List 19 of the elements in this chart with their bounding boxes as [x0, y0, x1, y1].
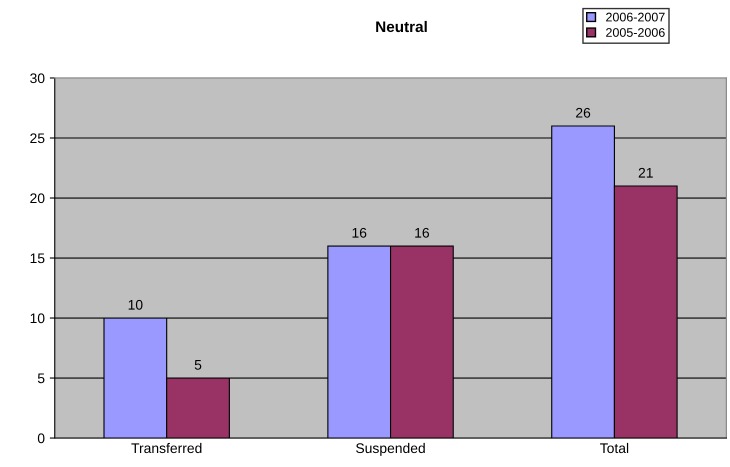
x-tick-label: Transferred	[131, 442, 202, 454]
y-tick-label: 5	[38, 374, 44, 384]
data-label: 21	[638, 168, 653, 178]
chart-title: Neutral	[376, 20, 427, 32]
y-tick-label: 25	[30, 133, 44, 144]
legend-label: 2005-2006	[606, 28, 665, 37]
y-tick-label: 10	[30, 313, 44, 324]
data-label: 5	[194, 360, 202, 370]
y-tick-label: 20	[30, 193, 44, 204]
legend-label: 2006-2007	[606, 12, 665, 22]
data-label: 16	[415, 228, 430, 238]
data-label: 10	[128, 300, 143, 310]
y-tick-label: 0	[38, 433, 44, 444]
data-label: 26	[576, 108, 590, 118]
y-tick-label: 30	[30, 73, 44, 84]
y-tick-label: 15	[30, 253, 44, 264]
x-tick-label: Total	[600, 442, 628, 454]
x-tick-label: Suspended	[356, 442, 425, 456]
data-label: 16	[352, 228, 366, 238]
